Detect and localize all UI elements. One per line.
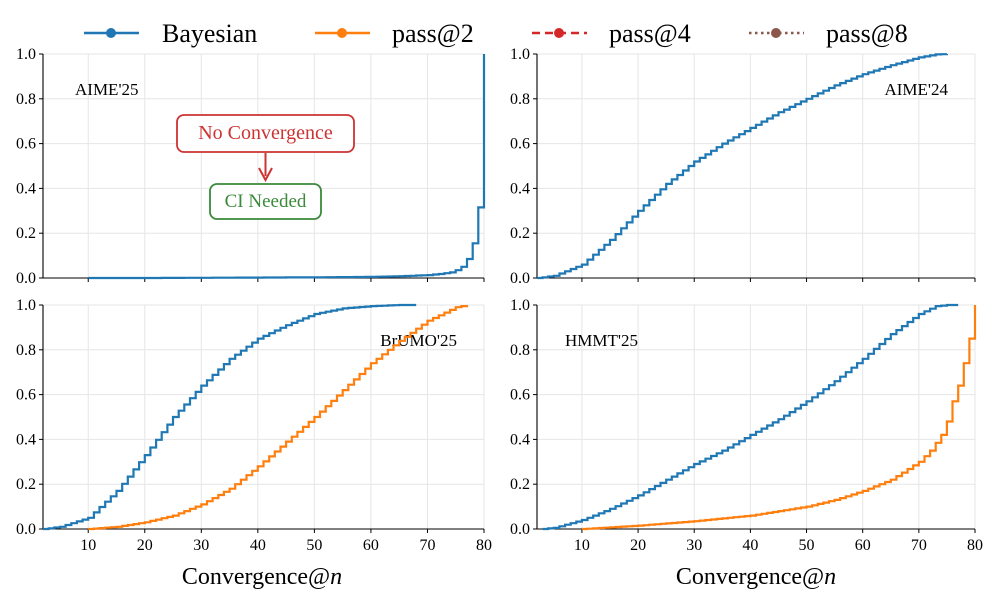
panel-title: HMMT'25 (565, 331, 638, 350)
y-tick-label: 0.8 (16, 342, 36, 359)
y-tick-label: 0.6 (16, 387, 36, 404)
legend: Bayesian pass@2 pass@4 pass@8 (84, 19, 908, 48)
y-tick-label: 1.0 (16, 46, 36, 63)
xlabel-left: Convergence@n (182, 564, 342, 590)
x-tick-label: 80 (967, 537, 983, 554)
legend-item-bayesian: Bayesian (84, 19, 257, 48)
y-tick-label: 0.8 (510, 91, 530, 108)
y-tick-label: 1.0 (16, 297, 36, 314)
panel-brumo-25: 0.0 0.2 0.4 0.6 0.8 1.0 10 20 30 40 50 60 70 80 BrUMO'… (16, 297, 492, 554)
xlabel-right: Convergence@n (676, 564, 836, 590)
no-convergence-label: No Convergence (198, 122, 333, 144)
legend-label-pass8: pass@8 (826, 19, 908, 48)
x-tick-label: 40 (742, 537, 758, 554)
y-tick-label: 0.0 (510, 521, 530, 538)
x-tick-label: 50 (306, 537, 322, 554)
y-tick-label: 0.4 (510, 431, 530, 448)
y-tick-label: 0.4 (16, 180, 36, 197)
series-bayesian (43, 303, 417, 531)
y-tick-label: 1.0 (510, 297, 530, 314)
x-tick-label: 30 (686, 537, 702, 554)
legend-marker-pass4 (554, 28, 564, 38)
xlabel-left-text: Convergence@ (182, 564, 330, 590)
y-tick-label: 0.0 (16, 521, 36, 538)
series-pass2 (581, 305, 977, 531)
panel-hmmt-25: 0.0 0.2 0.4 0.6 0.8 1.0 10 20 30 40 50 60 70 80 HMMT'2… (510, 297, 983, 554)
ci-needed-box (209, 183, 322, 220)
x-tick-label: 60 (363, 537, 379, 554)
x-tick-label: 50 (799, 537, 815, 554)
legend-label-bayesian: Bayesian (162, 19, 257, 48)
legend-marker-pass2 (337, 28, 347, 38)
y-tick-label: 0.6 (16, 136, 36, 153)
legend-label-pass2: pass@2 (392, 19, 474, 48)
xlabel-right-italic: n (824, 564, 836, 590)
x-tick-label: 70 (911, 537, 927, 554)
y-tick-label: 0.0 (16, 270, 36, 287)
panel-title: AIME'25 (75, 80, 139, 99)
y-tick-label: 0.4 (510, 180, 530, 197)
x-tick-label: 20 (137, 537, 153, 554)
panel-aime-25: 0.0 0.2 0.4 0.6 0.8 1.0 AIME'25 (16, 46, 486, 287)
y-tick-label: 0.2 (510, 476, 530, 493)
series-bayesian (537, 53, 948, 280)
y-tick-label: 0.0 (510, 270, 530, 287)
series-bayesian (88, 54, 486, 280)
y-tick-label: 0.8 (510, 342, 530, 359)
xlabel-right-text: Convergence@ (676, 564, 824, 590)
x-tick-label: 10 (574, 537, 590, 554)
ci-needed-label: CI Needed (225, 191, 307, 212)
legend-item-pass4: pass@4 (532, 19, 691, 48)
y-tick-label: 0.2 (16, 225, 36, 242)
panels: 0.0 0.2 0.4 0.6 0.8 1.0 AIME'25 0.0 0.2 0.4 0.6 0.8… (16, 46, 983, 554)
legend-item-pass2: pass@2 (315, 19, 474, 48)
y-tick-label: 0.8 (16, 91, 36, 108)
legend-marker-bayesian (106, 28, 116, 38)
x-tick-label: 30 (193, 537, 209, 554)
x-tick-label: 40 (250, 537, 266, 554)
x-tick-label: 10 (80, 537, 96, 554)
no-convergence-box (176, 114, 355, 153)
legend-marker-pass8 (771, 28, 781, 38)
x-tick-label: 20 (630, 537, 646, 554)
y-tick-label: 0.2 (510, 225, 530, 242)
x-tick-label: 70 (419, 537, 435, 554)
panel-title: BrUMO'25 (380, 331, 457, 350)
y-tick-label: 0.2 (16, 476, 36, 493)
y-tick-label: 0.6 (510, 387, 530, 404)
y-tick-label: 0.4 (16, 431, 36, 448)
x-tick-label: 80 (476, 537, 492, 554)
annotation-arrow-head (258, 167, 273, 183)
y-tick-label: 1.0 (510, 46, 530, 63)
y-tick-label: 0.6 (510, 136, 530, 153)
x-tick-label: 60 (855, 537, 871, 554)
legend-item-pass8: pass@8 (749, 19, 908, 48)
panel-aime-24: 0.0 0.2 0.4 0.6 0.8 1.0 AIME'24 (510, 46, 976, 287)
series-bayesian (542, 303, 959, 531)
series-pass2 (88, 305, 469, 531)
legend-label-pass4: pass@4 (609, 19, 691, 48)
panel-title: AIME'24 (884, 80, 948, 99)
annotation-group: No Convergence CI Needed (176, 114, 355, 220)
xlabel-left-italic: n (330, 564, 342, 590)
